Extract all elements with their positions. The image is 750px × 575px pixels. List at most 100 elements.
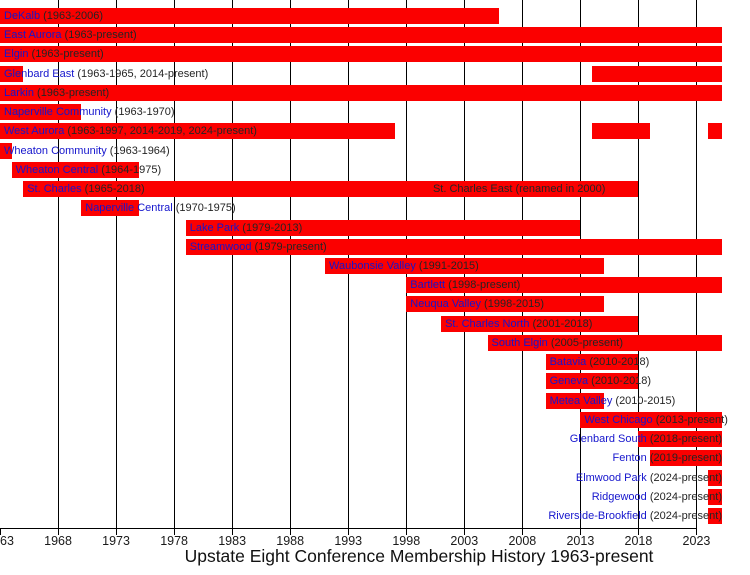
- school-link[interactable]: Waubonsie Valley: [329, 259, 416, 272]
- axis-tick: [58, 528, 60, 535]
- membership-dates: (1970-1975): [172, 202, 236, 215]
- school-link[interactable]: Glenbard East: [4, 67, 75, 80]
- row-label: West Aurora (1963-1997, 2014-2019, 2024-…: [4, 123, 257, 139]
- axis-tick: [638, 528, 640, 535]
- school-link[interactable]: St. Charles North: [445, 317, 530, 330]
- school-link[interactable]: Geneva: [549, 375, 589, 388]
- school-link[interactable]: Naperville Community: [4, 106, 112, 119]
- row-label: Streamwood (1979-present): [190, 239, 327, 255]
- membership-dates: (1963-1964): [106, 144, 170, 157]
- membership-bar: [0, 8, 500, 24]
- membership-dates: (2024-present): [646, 490, 722, 503]
- membership-dates: (1979-2013): [239, 221, 303, 234]
- membership-dates: (2024-present): [646, 471, 722, 484]
- membership-bar: [185, 238, 722, 255]
- membership-bar: [185, 219, 581, 236]
- axis-tick: [348, 528, 350, 535]
- membership-dates: (1964-1975): [98, 163, 162, 176]
- school-link[interactable]: Ridgewood: [591, 490, 647, 503]
- school-link[interactable]: Elgin: [4, 48, 29, 61]
- membership-dates: (1991-2015): [415, 259, 479, 272]
- school-link[interactable]: Metea Valley: [549, 394, 613, 407]
- school-link[interactable]: Fenton: [612, 452, 647, 465]
- school-link[interactable]: Neuqua Valley: [410, 298, 481, 311]
- membership-dates: (2024-present): [646, 509, 722, 522]
- row-label: Glenbard East (1963-1965, 2014-present): [4, 66, 208, 82]
- axis-tick: [116, 528, 118, 535]
- membership-bar: [406, 277, 722, 294]
- axis-tick: [290, 528, 292, 535]
- membership-dates: (1979-present): [251, 240, 327, 253]
- axis-tick-label: 2008: [508, 534, 537, 548]
- membership-bar: [0, 27, 722, 44]
- axis-tick-label: 2018: [624, 534, 653, 548]
- row-label: Batavia (2010-2018): [550, 354, 650, 370]
- x-axis-line: [0, 528, 698, 529]
- membership-dates: (1998-2015): [481, 298, 544, 311]
- membership-bar: [0, 123, 395, 140]
- membership-bar: [325, 257, 604, 274]
- membership-dates: (1965-2018): [81, 183, 145, 196]
- membership-bar: [441, 315, 639, 332]
- row-label: Wheaton Community (1963-1964): [4, 143, 170, 159]
- school-link[interactable]: Elmwood Park: [575, 471, 647, 484]
- gridline: [174, 0, 176, 528]
- axis-tick-label: 2013: [566, 534, 595, 548]
- axis-tick: [232, 528, 234, 535]
- school-link[interactable]: Bartlett: [410, 279, 446, 292]
- axis-tick-label: 1983: [218, 534, 247, 548]
- row-label: Larkin (1963-present): [4, 85, 109, 101]
- school-link[interactable]: Riverside-Brookfield: [548, 509, 647, 522]
- row-label: Wheaton Central (1964-1975): [16, 162, 162, 178]
- row-label: Naperville Community (1963-1970): [4, 104, 175, 120]
- school-link[interactable]: St. Charles: [27, 183, 82, 196]
- axis-tick-label: 1998: [392, 534, 421, 548]
- school-link[interactable]: West Aurora: [4, 125, 65, 138]
- row-label: Neuqua Valley (1998-2015): [410, 296, 544, 312]
- membership-bar: [580, 411, 722, 428]
- membership-dates: (2018-present): [646, 433, 722, 446]
- row-label: Naperville Central (1970-1975): [85, 200, 235, 216]
- membership-dates: (1963-1997, 2014-2019, 2024-present): [64, 125, 257, 138]
- membership-dates: (2019-present): [646, 452, 722, 465]
- membership-bar: [708, 488, 722, 505]
- membership-dates: (2010-2015): [612, 394, 676, 407]
- school-link[interactable]: South Elgin: [491, 336, 548, 349]
- row-label: Glenbard South (2018-present): [570, 431, 722, 447]
- row-label: Fenton (2019-present): [613, 450, 722, 466]
- school-link[interactable]: Glenbard South: [569, 433, 647, 446]
- axis-tick-label: 2003: [450, 534, 479, 548]
- row-label: St. Charles North (2001-2018): [445, 316, 592, 332]
- school-link[interactable]: East Aurora: [4, 29, 62, 42]
- school-link[interactable]: Naperville Central: [85, 202, 173, 215]
- school-link[interactable]: West Chicago: [584, 413, 653, 426]
- membership-dates: (1963-1965, 2014-present): [74, 67, 209, 80]
- membership-bar: [591, 65, 722, 82]
- school-link[interactable]: Wheaton Community: [4, 144, 107, 157]
- school-link[interactable]: Lake Park: [189, 221, 240, 234]
- school-link[interactable]: Streamwood: [189, 240, 252, 253]
- axis-tick-label: 1978: [160, 534, 189, 548]
- membership-dates: (1963-present): [61, 29, 137, 42]
- row-label: Elgin (1963-present): [4, 46, 104, 62]
- row-label: Waubonsie Valley (1991-2015): [329, 258, 479, 274]
- membership-bar: [406, 296, 604, 313]
- school-link[interactable]: Batavia: [549, 356, 587, 369]
- membership-bar: [708, 469, 722, 486]
- row-label: Geneva (2010-2018): [550, 373, 652, 389]
- school-link[interactable]: DeKalb: [4, 10, 41, 22]
- membership-bar: [0, 142, 12, 159]
- membership-bar: [545, 373, 639, 390]
- gridline: [290, 0, 292, 528]
- gridline: [58, 0, 60, 528]
- axis-tick: [174, 528, 176, 535]
- school-link[interactable]: Larkin: [4, 86, 34, 99]
- axis-tick-label: 63: [0, 534, 14, 548]
- membership-bar: [591, 123, 651, 140]
- axis-tick-label: 1968: [44, 534, 72, 548]
- axis-tick-label: 1993: [334, 534, 363, 548]
- school-link[interactable]: Wheaton Central: [15, 163, 99, 176]
- row-label: Elmwood Park (2024-present): [576, 470, 722, 486]
- row-label: St. Charles (1965-2018): [27, 181, 144, 197]
